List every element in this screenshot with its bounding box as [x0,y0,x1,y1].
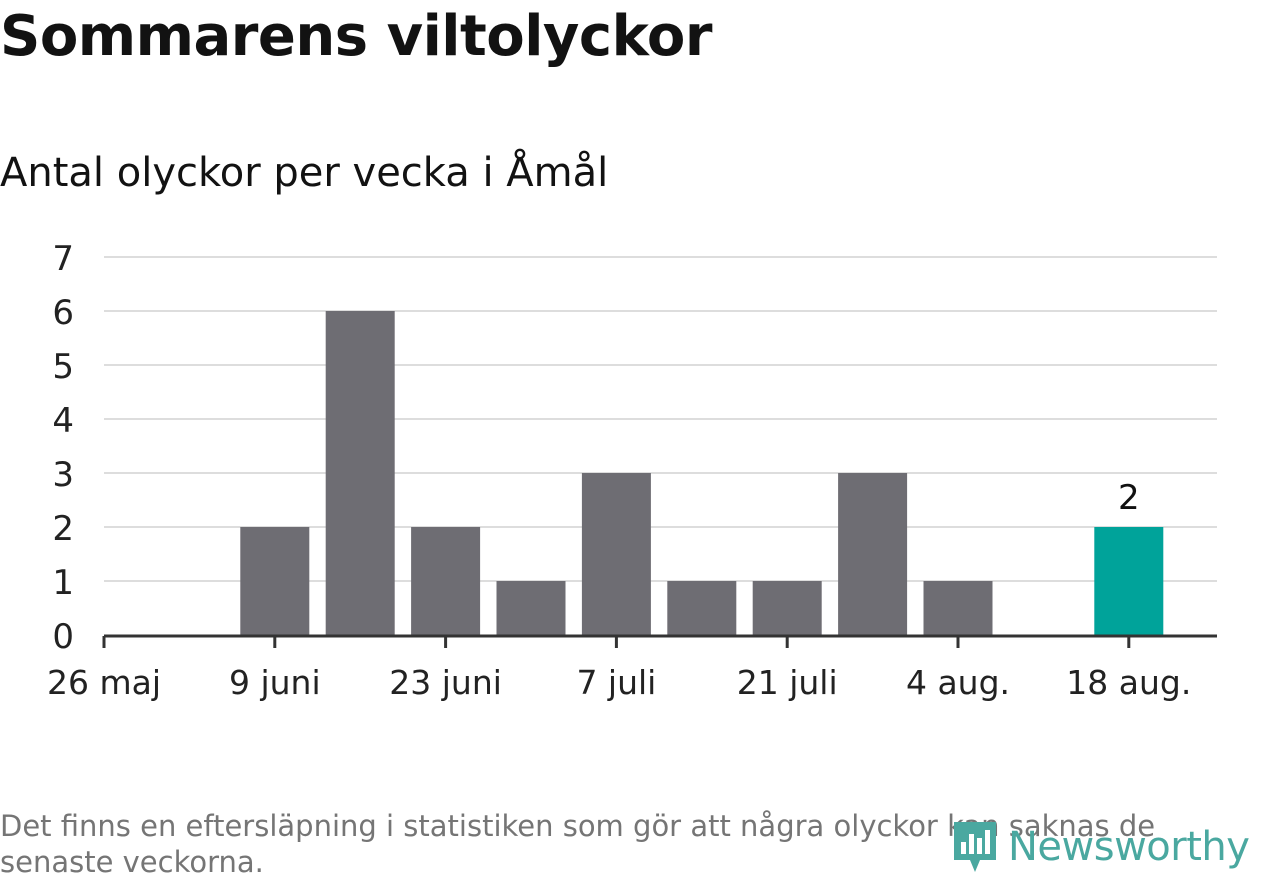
x-tick-label: 18 aug. [1066,663,1191,702]
x-tick-label: 23 juni [389,663,502,702]
x-tick-label: 7 juli [576,663,656,702]
x-axis: 26 maj 9 juni 23 juni 7 juli 21 juli 4 aug. 18… [47,634,1217,702]
bars [240,311,1164,635]
bar-18-aug [1094,527,1164,635]
y-tick-label: 3 [52,455,74,495]
y-tick-label: 6 [52,293,74,333]
bar-14-juli [667,581,737,635]
chart-title: Sommarens viltolyckor [0,4,712,69]
y-tick-label: 0 [52,617,74,657]
bar-30-juni [496,581,566,635]
y-axis-ticks: 0 1 2 3 4 5 6 7 [52,239,74,657]
x-tick-label: 4 aug. [906,663,1010,702]
x-tick-label: 26 maj [47,663,161,702]
bar-23-juni [411,527,481,635]
newsworthy-logo-icon [954,822,996,872]
y-tick-label: 1 [52,563,74,603]
bar-7-juli [581,473,651,635]
bar-9-juni [240,527,310,635]
brand-logo: Newsworthy [950,818,1250,876]
x-tick-label: 9 juni [229,663,321,702]
data-labels: 2 [1118,478,1140,518]
bar-21-juli [752,581,822,635]
y-tick-label: 2 [52,509,74,549]
bar-16-juni [325,311,395,635]
highlight-value-label: 2 [1118,478,1140,518]
brand-name: Newsworthy [1008,824,1250,870]
y-tick-label: 5 [52,347,74,387]
bar-4-aug [923,581,993,635]
y-tick-label: 7 [52,239,74,279]
x-tick-label: 21 juli [737,663,838,702]
bar-28-juli [838,473,908,635]
chart-subtitle: Antal olyckor per vecka i Åmål [0,150,609,196]
y-tick-label: 4 [52,401,74,441]
